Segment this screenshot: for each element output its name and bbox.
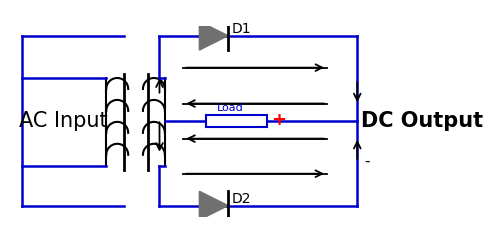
Text: AC Input: AC Input: [19, 111, 108, 131]
Polygon shape: [199, 191, 228, 220]
Text: -: -: [364, 153, 369, 168]
Text: Load: Load: [217, 103, 243, 113]
Text: -: -: [209, 115, 213, 125]
Bar: [206, 115, 267, 127]
Text: D1: D1: [231, 22, 251, 36]
Text: DC Output: DC Output: [361, 111, 483, 131]
Polygon shape: [199, 21, 228, 50]
Text: D2: D2: [231, 192, 251, 206]
Text: +: +: [271, 111, 286, 129]
